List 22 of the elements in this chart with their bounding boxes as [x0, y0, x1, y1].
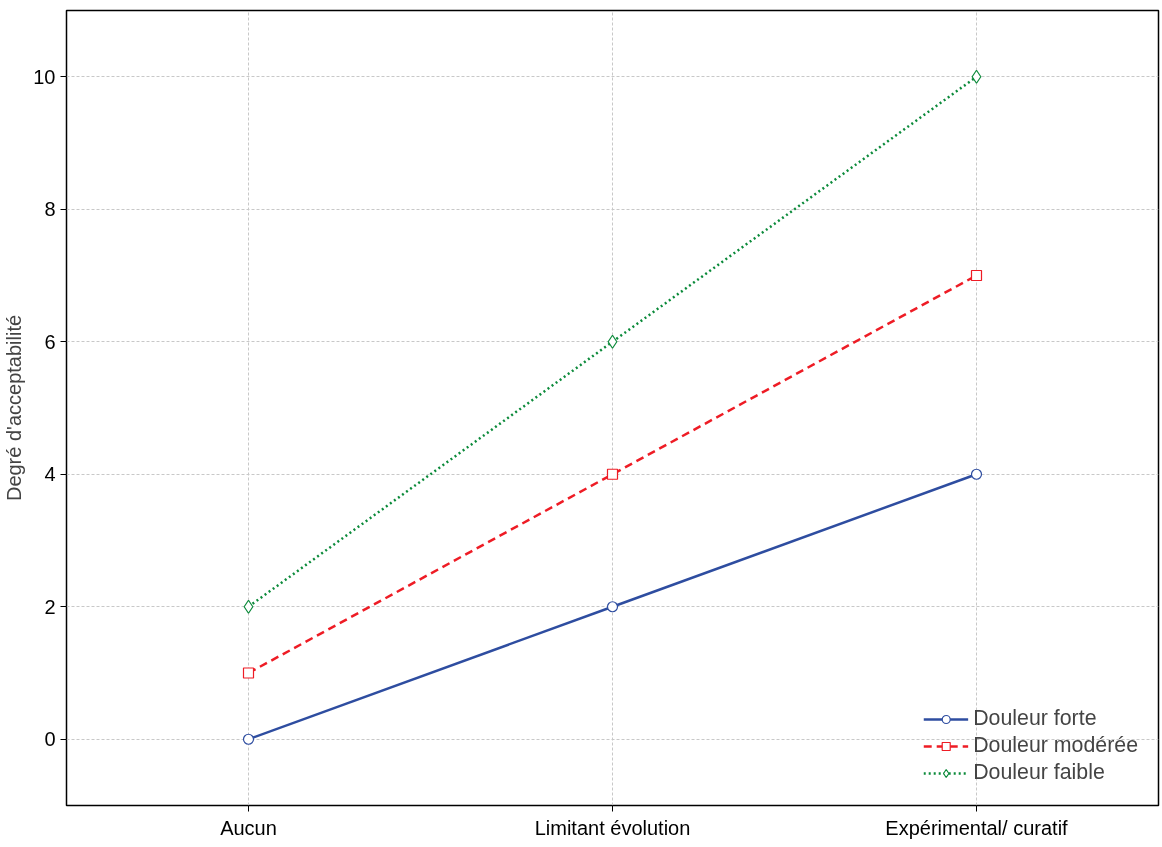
y-tick-label: 6: [44, 330, 56, 353]
point: [607, 334, 618, 349]
point: [242, 733, 255, 745]
x-tick-label: Limitant évolution: [534, 816, 691, 839]
x-tick-label: Aucun: [220, 816, 277, 839]
y-axis-title: Degré d'acceptabilité: [3, 314, 26, 502]
legend-label: Douleur modérée: [973, 733, 1138, 758]
y-tick-label: 4: [44, 463, 56, 486]
y-tick-label: 10: [33, 65, 56, 88]
point: [243, 599, 254, 614]
y-tick-label: 8: [44, 198, 56, 221]
point: [606, 601, 619, 613]
point: [970, 468, 983, 480]
y-tick-label: 2: [44, 595, 56, 618]
legend-label: Douleur faible: [973, 760, 1105, 785]
point: [971, 69, 982, 84]
x-tick-label: Expérimental/ curatif: [885, 816, 1069, 839]
point: [242, 667, 255, 679]
point: [606, 468, 619, 480]
point: [970, 269, 983, 282]
legend-label: Douleur forte: [973, 706, 1097, 731]
y-tick-label: 0: [44, 728, 56, 751]
